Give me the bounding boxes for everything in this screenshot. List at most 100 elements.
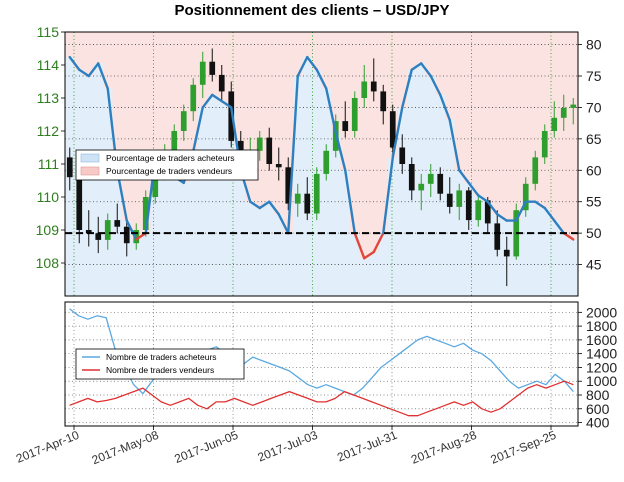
buyers-percent-segment [125, 219, 138, 241]
buyers-percent-segment [87, 62, 100, 78]
candle-body [190, 84, 197, 112]
buyer-region-band [274, 214, 284, 296]
candle-body [560, 107, 567, 118]
buyer-region-band [245, 201, 256, 296]
candle-body [123, 226, 130, 244]
buyer-region-band [226, 107, 237, 296]
seller-region-band [568, 32, 578, 240]
buyer-region-band [549, 220, 560, 296]
candle-body [475, 200, 482, 221]
buyer-region-band [169, 176, 180, 296]
candle-body [171, 131, 178, 155]
buyer-region-band [388, 157, 398, 296]
date-tick-label: 2017-Sep-25 [489, 428, 559, 467]
candle-body [380, 91, 387, 112]
candle-body [275, 164, 282, 168]
buyers-percent-segment [420, 62, 432, 78]
candle-body [503, 249, 510, 257]
count-tick-label: 1000 [586, 373, 617, 389]
buyer-region-band [521, 201, 531, 296]
count-tick-label: 1600 [586, 332, 617, 348]
candle-body [285, 167, 292, 204]
buyer-region-band [331, 132, 341, 296]
buyer-region-band [188, 151, 199, 296]
candle-body [304, 193, 311, 214]
count-tick-label: 400 [586, 415, 610, 431]
buyers-percent-segment [562, 231, 575, 241]
bottom-legend: Nombre de traders acheteurs Nombre de tr… [75, 348, 245, 380]
buyer-region-band [150, 157, 161, 296]
candle-body [342, 121, 349, 131]
buyer-region-band [264, 201, 275, 296]
percent-tick-label: 45 [586, 257, 602, 273]
legend-swatch-buyers-percent [80, 153, 100, 163]
percent-tick-label: 55 [586, 194, 602, 210]
date-tick-label: 2017-Jun-05 [172, 428, 240, 466]
buyer-region-band [255, 208, 265, 296]
candle-body [114, 220, 121, 227]
price-tick-label: 108 [36, 255, 60, 271]
candle-body [418, 183, 425, 191]
buyer-region-band [559, 233, 569, 296]
buyers-percent-segment [268, 200, 280, 216]
candle-body [484, 200, 491, 224]
buyers-percent-segment [353, 231, 366, 260]
candle-body [133, 230, 140, 244]
buyers-percent-segment [372, 231, 385, 254]
candle-body [551, 117, 558, 131]
price-tick-label: 113 [37, 90, 60, 106]
buyers-percent-segment [458, 169, 470, 185]
buyer-region-band [198, 107, 208, 296]
buyers-percent-segment [401, 68, 413, 109]
buyers-percent-segment [467, 181, 480, 197]
buyers-count-line [69, 308, 574, 396]
top-legend-box [75, 149, 259, 181]
count-tick-label: 800 [586, 387, 610, 403]
seller-region-band [521, 32, 531, 296]
buyers-percent-segment [448, 118, 461, 172]
buyers-percent-segment [287, 74, 299, 235]
candle-body [427, 173, 434, 184]
date-tick-label: 2017-Aug-28 [409, 428, 479, 467]
buyers-percent-segment [220, 99, 233, 109]
buyers-percent-segment [543, 206, 556, 222]
price-tick-label: 109 [36, 222, 60, 238]
candle-body [399, 147, 406, 164]
seller-region-band [454, 32, 465, 296]
candle-body [570, 104, 577, 108]
candle-body [142, 197, 149, 230]
buyer-region-band [530, 201, 541, 296]
price-tick-label: 110 [37, 189, 60, 205]
percent-tick-label: 75 [586, 68, 602, 84]
seller-region-band [464, 32, 474, 296]
candle-body [351, 98, 358, 131]
candle-body [199, 61, 206, 85]
candle-body [494, 223, 501, 250]
candle-body [104, 220, 111, 240]
buyers-percent-segment [477, 194, 489, 203]
buyers-percent-segment [382, 156, 394, 235]
candle-body [446, 193, 453, 207]
buyers-percent-segment [515, 200, 527, 222]
percent-tick-label: 70 [586, 99, 602, 115]
candle-body [209, 61, 216, 75]
buyers-percent-segment [363, 250, 375, 260]
legend-label-buyers-percent: Pourcentage de traders acheteurs [106, 153, 235, 163]
buyers-percent-segment [258, 200, 271, 210]
buyers-percent-segment [249, 200, 261, 210]
seller-region-band [483, 32, 493, 296]
buyers-percent-segment [429, 74, 442, 97]
price-tick-label: 111 [38, 156, 59, 172]
candle-body [266, 137, 273, 164]
price-tick-label: 112 [37, 123, 60, 139]
top-legend: Pourcentage de traders acheteurs Pourcen… [75, 149, 259, 181]
candle-body [85, 230, 92, 234]
seller-region-band [559, 32, 569, 296]
buyers-percent-segment [135, 231, 147, 241]
candle-body [294, 193, 301, 204]
date-axis-ticks: 2017-Apr-10 2017-May-08 2017-Jun-05 2017-Ju… [14, 426, 558, 467]
date-tick-label: 2017-Apr-10 [14, 428, 81, 466]
count-tick-label: 1400 [586, 346, 617, 362]
buyers-percent-segment [334, 131, 347, 172]
